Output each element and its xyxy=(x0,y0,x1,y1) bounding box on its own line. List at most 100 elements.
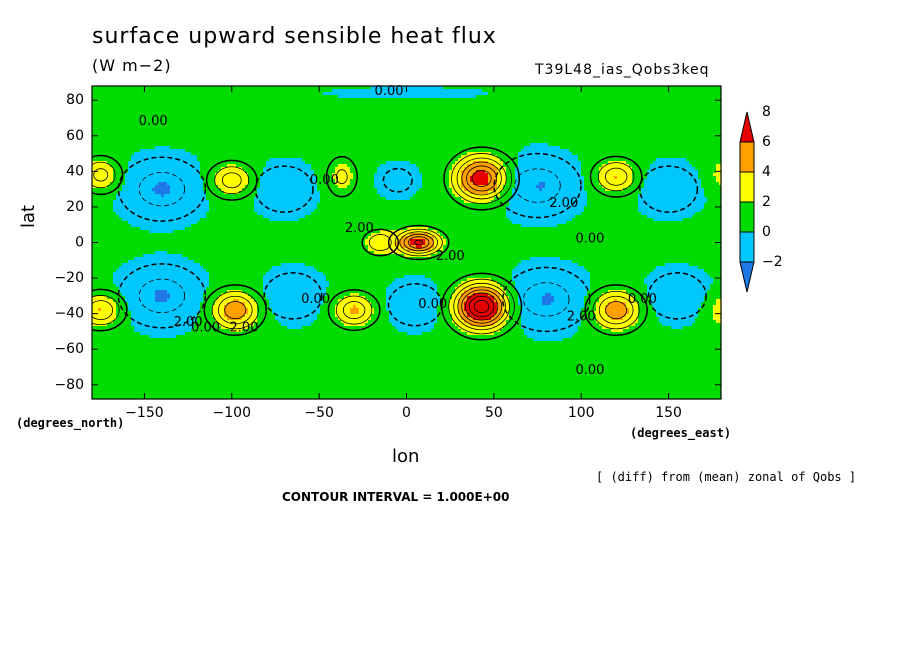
contour-line xyxy=(138,172,186,207)
contour-line xyxy=(92,295,120,326)
contour-label: 2.00 xyxy=(174,315,203,330)
contour-interval-label: CONTOUR INTERVAL = 1.000E+00 xyxy=(282,490,509,504)
contour-line xyxy=(443,146,521,211)
y-tick-label: −20 xyxy=(54,270,84,286)
chart-units: (W m−2) xyxy=(92,56,172,75)
contour-line xyxy=(468,295,495,318)
y-tick-label: 0 xyxy=(75,235,84,251)
contour-label: 0.00 xyxy=(375,84,404,99)
colorbar-band xyxy=(739,231,755,263)
colorbar-label: 2 xyxy=(762,194,771,210)
contour-line xyxy=(403,233,434,252)
contour-line xyxy=(221,172,242,189)
contour-line xyxy=(453,282,510,331)
contour-line xyxy=(138,278,186,313)
contour-line xyxy=(471,170,492,187)
contour-label: 2.00 xyxy=(567,310,596,325)
colorbar-band xyxy=(739,171,755,203)
contour-line xyxy=(205,159,258,201)
contour-line xyxy=(604,167,628,186)
contour-line xyxy=(441,272,523,341)
x-axis-units-note: (degrees_east) xyxy=(630,426,731,440)
x-tick-label: 50 xyxy=(485,405,503,421)
contour-line xyxy=(639,165,699,213)
contour-line xyxy=(451,153,513,204)
contour-line xyxy=(254,165,314,213)
contour-label: 0.00 xyxy=(301,292,330,307)
contour-line xyxy=(203,284,267,337)
colorbar-band xyxy=(739,111,755,143)
contour-line xyxy=(502,266,591,333)
colorbar-label: −2 xyxy=(762,254,783,270)
contour-line xyxy=(217,295,253,325)
chart-title: surface upward sensible heat flux xyxy=(92,24,497,49)
contour-line xyxy=(368,234,392,251)
contour-line xyxy=(605,301,628,320)
contour-line xyxy=(414,239,424,246)
contour-line xyxy=(514,168,561,203)
contour-line xyxy=(456,157,507,200)
contour-line xyxy=(327,288,381,332)
diff-note: [ (diff) from (mean) zonal of Qobs ] xyxy=(596,470,856,484)
contour-line xyxy=(224,301,247,320)
contour-line xyxy=(464,292,499,321)
contour-label: 0.00 xyxy=(310,173,339,188)
contour-line xyxy=(92,154,124,196)
colorbar-band xyxy=(739,261,755,293)
contour-line xyxy=(263,272,323,320)
contour-label: 0.00 xyxy=(628,292,657,307)
contour-line xyxy=(592,290,640,330)
contour-line xyxy=(117,263,207,329)
contour-line xyxy=(598,295,634,325)
x-tick-label: −100 xyxy=(213,405,251,421)
contour-line xyxy=(448,278,515,335)
y-axis-units-note: (degrees_north) xyxy=(16,416,124,430)
y-tick-label: 40 xyxy=(66,163,84,179)
contour-line xyxy=(647,272,707,320)
contour-line xyxy=(408,236,430,249)
contour-line xyxy=(457,286,506,327)
run-id-label: T39L48_ias_Qobs3keq xyxy=(535,62,710,78)
contour-line xyxy=(387,224,450,261)
y-tick-label: 60 xyxy=(66,128,84,144)
contour-line xyxy=(211,290,259,330)
x-tick-label: −50 xyxy=(304,405,334,421)
y-tick-label: −60 xyxy=(54,341,84,357)
contour-line xyxy=(361,228,400,257)
x-axis-label: lon xyxy=(392,446,419,467)
y-tick-label: 80 xyxy=(66,92,84,108)
colorbar-label: 8 xyxy=(762,104,771,120)
contour-line xyxy=(597,162,635,192)
contour-line xyxy=(493,152,582,219)
contour-label: 0.00 xyxy=(191,320,220,335)
contour-line xyxy=(461,289,503,324)
contour-line xyxy=(92,300,114,320)
contour-line xyxy=(117,156,207,222)
contour-label: 0.00 xyxy=(418,297,447,312)
contour-line xyxy=(399,231,439,254)
x-tick-label: −150 xyxy=(125,405,163,421)
contour-label: 0.00 xyxy=(575,231,604,246)
contour-label: 0.00 xyxy=(575,363,604,378)
contour-line xyxy=(92,288,128,332)
contour-line xyxy=(214,166,250,195)
contour-line xyxy=(335,295,373,325)
contour-line xyxy=(461,161,502,196)
contour-line xyxy=(325,155,358,198)
contour-label: 2.00 xyxy=(230,320,259,335)
contour-line xyxy=(523,282,570,317)
contour-line xyxy=(589,155,643,198)
contour-label: 0.00 xyxy=(139,114,168,129)
contour-line xyxy=(394,228,443,257)
contour-line xyxy=(466,165,498,192)
x-tick-label: 100 xyxy=(568,405,595,421)
contour-line xyxy=(342,301,366,320)
contour-label: 2.00 xyxy=(549,196,578,211)
y-tick-label: 20 xyxy=(66,199,84,215)
contour-label: 2.00 xyxy=(436,249,465,264)
y-tick-label: −80 xyxy=(54,377,84,393)
contour-line xyxy=(473,300,490,314)
colorbar-label: 4 xyxy=(762,164,771,180)
contour-line xyxy=(92,161,116,189)
